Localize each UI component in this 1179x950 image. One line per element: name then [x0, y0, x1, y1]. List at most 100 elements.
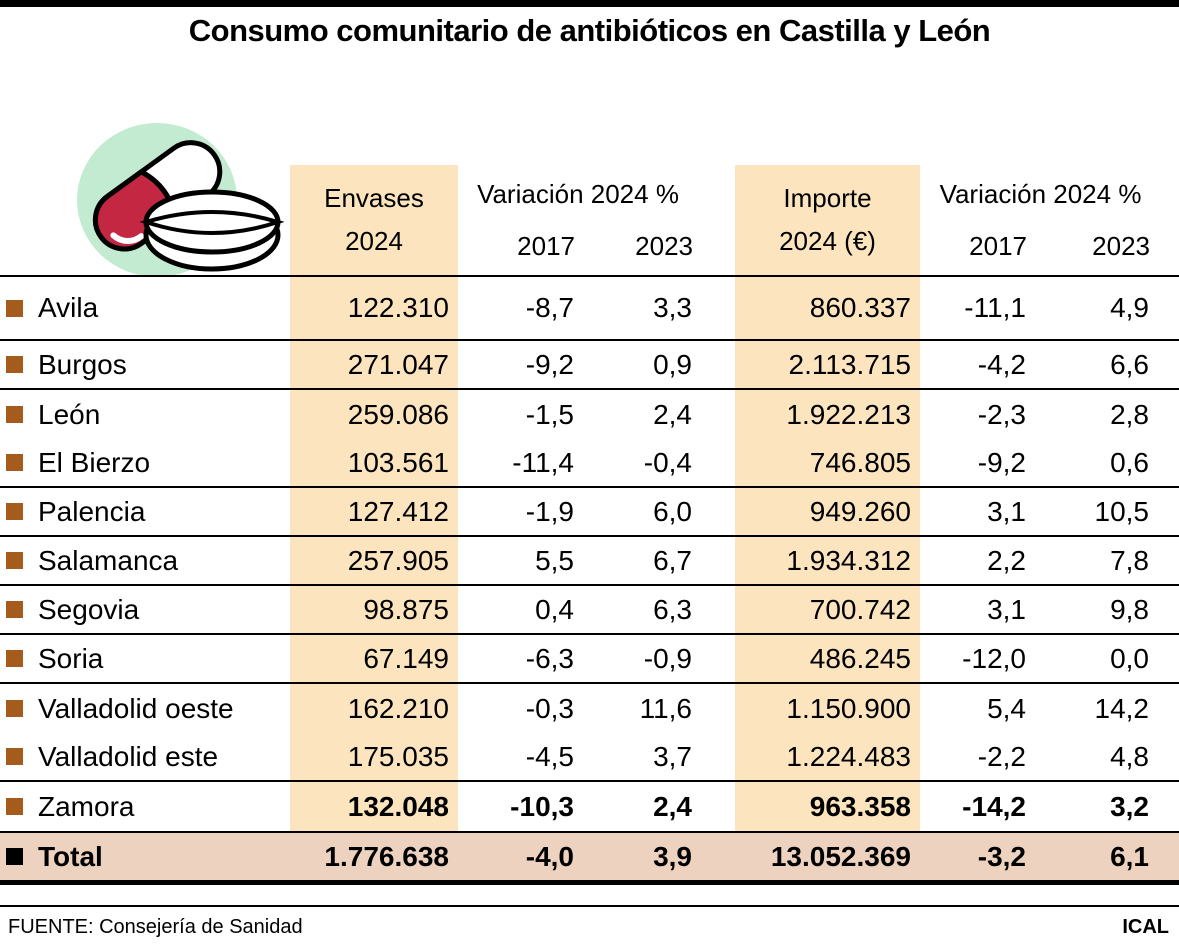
footer-divider	[0, 905, 1179, 907]
cell-envases: 257.905	[290, 537, 458, 584]
cell-importe: 1.922.213	[735, 390, 920, 439]
cell-envases: 103.561	[290, 439, 458, 486]
cell-envases: 175.035	[290, 733, 458, 780]
row-end-pad	[1155, 684, 1179, 733]
row-bullet-icon	[6, 601, 23, 618]
cell-var-importe-2023: 0,6	[1110, 446, 1149, 478]
cell-var-envases-2023: 11,6	[639, 692, 692, 724]
cell-var-importe-2017: 3,1	[987, 593, 1026, 625]
row-end-pad	[1155, 537, 1179, 584]
column-gap	[698, 782, 735, 831]
table-row-total: Total 1.776.638 -4,0 3,9 13.052.369 -3,2 6,1	[0, 831, 1179, 885]
col-header-importe-line2: 2024 (€)	[779, 226, 876, 256]
table-row: Segovia 98.875 0,4 6,3 700.742 3,1 9,8	[0, 586, 1179, 635]
cell-var-importe-2023: 6,1	[1110, 840, 1149, 872]
row-label: Segovia	[38, 593, 140, 625]
column-gap	[698, 635, 735, 682]
row-label-cell: Total	[0, 833, 290, 880]
row-label-cell: El Bierzo	[0, 439, 290, 486]
cell-var-envases-2017: -4,5	[525, 740, 574, 772]
cell-var-importe-2023: 0,0	[1110, 642, 1149, 674]
cell-importe: 1.934.312	[735, 537, 920, 584]
row-bullet-icon	[6, 748, 23, 765]
cell-var-envases-2017: -8,7	[525, 292, 574, 323]
footer: FUENTE: Consejería de Sanidad ICAL	[8, 916, 1169, 939]
cell-envases: 271.047	[290, 341, 458, 388]
cell-var-envases-2023: -0,4	[643, 446, 692, 478]
row-label-cell: Avila	[0, 277, 290, 339]
column-gap	[698, 833, 735, 880]
row-label-cell: Valladolid oeste	[0, 684, 290, 733]
col-header-envases-line2: 2024	[345, 226, 403, 256]
row-bullet-icon	[6, 700, 23, 717]
row-bullet-icon	[6, 848, 23, 865]
col-header-envases: Envases 2024	[290, 165, 458, 275]
column-gap	[698, 439, 735, 486]
source-text: FUENTE: Consejería de Sanidad	[8, 916, 303, 938]
subheader-importe-2017: 2017	[969, 231, 1027, 261]
column-gap	[698, 586, 735, 633]
subheader-importe-2023: 2023	[1092, 231, 1150, 261]
cell-var-envases-2023: 3,9	[653, 840, 692, 872]
cell-var-importe-2023: 3,2	[1110, 790, 1149, 822]
cell-importe: 963.358	[735, 782, 920, 831]
row-label-cell: Segovia	[0, 586, 290, 633]
pills-illustration-icon	[62, 110, 287, 285]
cell-var-importe-2023: 7,8	[1110, 544, 1149, 576]
table-header: Envases 2024 Variación 2024 % 2017 2023 …	[0, 165, 1179, 277]
cell-importe: 1.150.900	[735, 684, 920, 733]
table-row: Zamora 132.048 -10,3 2,4 963.358 -14,2 3,2	[0, 782, 1179, 831]
col-header-variacion-importe: Variación 2024 %	[939, 179, 1142, 209]
cell-var-envases-2023: 6,7	[653, 544, 692, 576]
row-label-cell: Valladolid este	[0, 733, 290, 780]
cell-importe: 700.742	[735, 586, 920, 633]
row-bullet-icon	[6, 299, 23, 317]
agency-credit: ICAL	[1122, 916, 1169, 938]
cell-envases: 132.048	[290, 782, 458, 831]
cell-importe: 746.805	[735, 439, 920, 486]
table-row: Valladolid este 175.035 -4,5 3,7 1.224.483 -2…	[0, 733, 1179, 782]
row-end-pad	[1155, 782, 1179, 831]
cell-var-envases-2017: -0,3	[525, 692, 574, 724]
row-label-cell: Palencia	[0, 488, 290, 535]
cell-var-importe-2017: 3,1	[987, 495, 1026, 527]
row-end-pad	[1155, 733, 1179, 780]
col-header-envases-line1: Envases	[324, 183, 424, 213]
row-label-cell: Burgos	[0, 341, 290, 388]
row-end-pad	[1155, 439, 1179, 486]
cell-var-envases-2023: 3,3	[653, 292, 692, 323]
table-row: León 259.086 -1,5 2,4 1.922.213 -2,3 2,8	[0, 390, 1179, 439]
cell-var-envases-2023: 0,9	[653, 348, 692, 380]
cell-var-importe-2017: -12,0	[962, 642, 1026, 674]
col-header-variacion-envases: Variación 2024 %	[477, 179, 679, 209]
row-label: Total	[38, 840, 103, 872]
cell-var-envases-2017: -9,2	[525, 348, 574, 380]
cell-importe: 2.113.715	[735, 341, 920, 388]
cell-importe: 860.337	[735, 277, 920, 339]
top-border-bar	[0, 0, 1179, 7]
cell-var-importe-2017: -11,1	[964, 292, 1026, 323]
row-end-pad	[1155, 488, 1179, 535]
row-label: Valladolid oeste	[38, 692, 234, 724]
page-title: Consumo comunitario de antibióticos en C…	[188, 13, 991, 48]
cell-importe: 486.245	[735, 635, 920, 682]
cell-var-envases-2023: 3,7	[653, 740, 692, 772]
subheader-envases-2023: 2023	[635, 231, 693, 261]
pills-svg	[77, 123, 285, 277]
cell-var-importe-2017: -2,3	[977, 398, 1026, 430]
cell-var-importe-2017: -14,2	[962, 790, 1026, 822]
row-bullet-icon	[6, 650, 23, 667]
row-end-pad	[1155, 277, 1179, 339]
table-body: Avila 122.310 -8,7 3,3 860.337 -11,1 4,9 Burgos…	[0, 277, 1179, 885]
table-row: Salamanca 257.905 5,5 6,7 1.934.312 2,2 7,8	[0, 537, 1179, 586]
row-label: El Bierzo	[38, 446, 151, 478]
row-label: Valladolid este	[38, 740, 219, 772]
cell-var-importe-2017: 2,2	[987, 544, 1026, 576]
table-row: Valladolid oeste 162.210 -0,3 11,6 1.150.900…	[0, 684, 1179, 733]
cell-envases: 122.310	[290, 277, 458, 339]
cell-var-envases-2017: -11,4	[512, 446, 574, 478]
cell-var-envases-2017: -1,5	[525, 398, 574, 430]
column-gap	[698, 684, 735, 733]
row-bullet-icon	[6, 798, 23, 815]
row-bullet-icon	[6, 503, 23, 520]
